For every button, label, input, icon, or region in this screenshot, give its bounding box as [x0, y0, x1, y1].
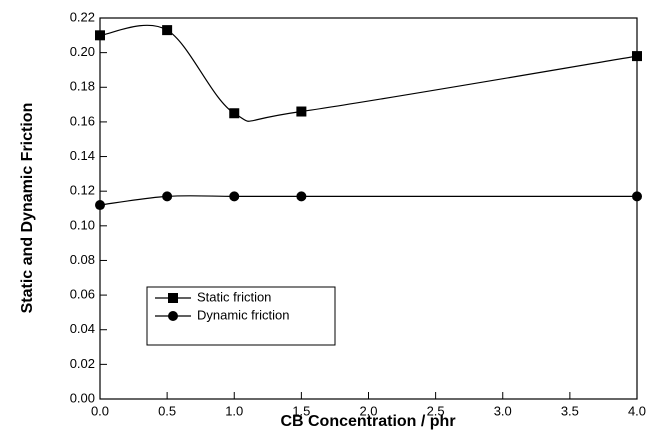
- x-tick-label: 0.5: [158, 403, 176, 418]
- legend-label: Dynamic friction: [197, 307, 289, 322]
- marker: [162, 191, 173, 202]
- x-tick-label: 4.0: [628, 403, 646, 418]
- marker: [229, 191, 240, 202]
- legend-marker: [168, 311, 178, 321]
- y-tick-label: 0.00: [70, 390, 95, 405]
- legend-marker: [168, 293, 178, 303]
- x-tick-label: 3.5: [561, 403, 579, 418]
- marker: [296, 106, 307, 117]
- marker: [95, 200, 105, 211]
- marker: [229, 108, 240, 119]
- x-tick-label: 2.0: [359, 403, 377, 418]
- series-line: [99, 24, 638, 122]
- series-line: [99, 195, 637, 206]
- marker: [632, 51, 642, 62]
- y-tick-label: 0.22: [70, 9, 95, 24]
- y-tick-label: 0.10: [70, 217, 95, 232]
- x-tick-label: 0.0: [91, 403, 109, 418]
- y-tick-label: 0.18: [70, 79, 95, 94]
- x-axis-title: CB Concentration / phr: [280, 413, 455, 430]
- marker: [162, 25, 173, 36]
- y-tick-label: 0.20: [70, 44, 95, 59]
- y-tick-label: 0.08: [70, 252, 95, 267]
- y-tick-label: 0.12: [70, 183, 95, 198]
- x-tick-label: 2.5: [427, 403, 445, 418]
- x-tick-label: 3.0: [494, 403, 512, 418]
- marker: [296, 191, 307, 202]
- y-tick-label: 0.14: [70, 148, 95, 163]
- y-tick-label: 0.04: [70, 321, 95, 336]
- y-axis-title: Static and Dynamic Friction: [19, 103, 36, 314]
- x-tick-label: 1.0: [225, 403, 243, 418]
- y-tick-label: 0.16: [70, 113, 95, 128]
- marker: [95, 30, 105, 41]
- legend-label: Static friction: [197, 289, 271, 304]
- marker: [632, 191, 642, 202]
- y-tick-label: 0.06: [70, 287, 95, 302]
- x-tick-label: 1.5: [292, 403, 310, 418]
- y-tick-label: 0.02: [70, 356, 95, 371]
